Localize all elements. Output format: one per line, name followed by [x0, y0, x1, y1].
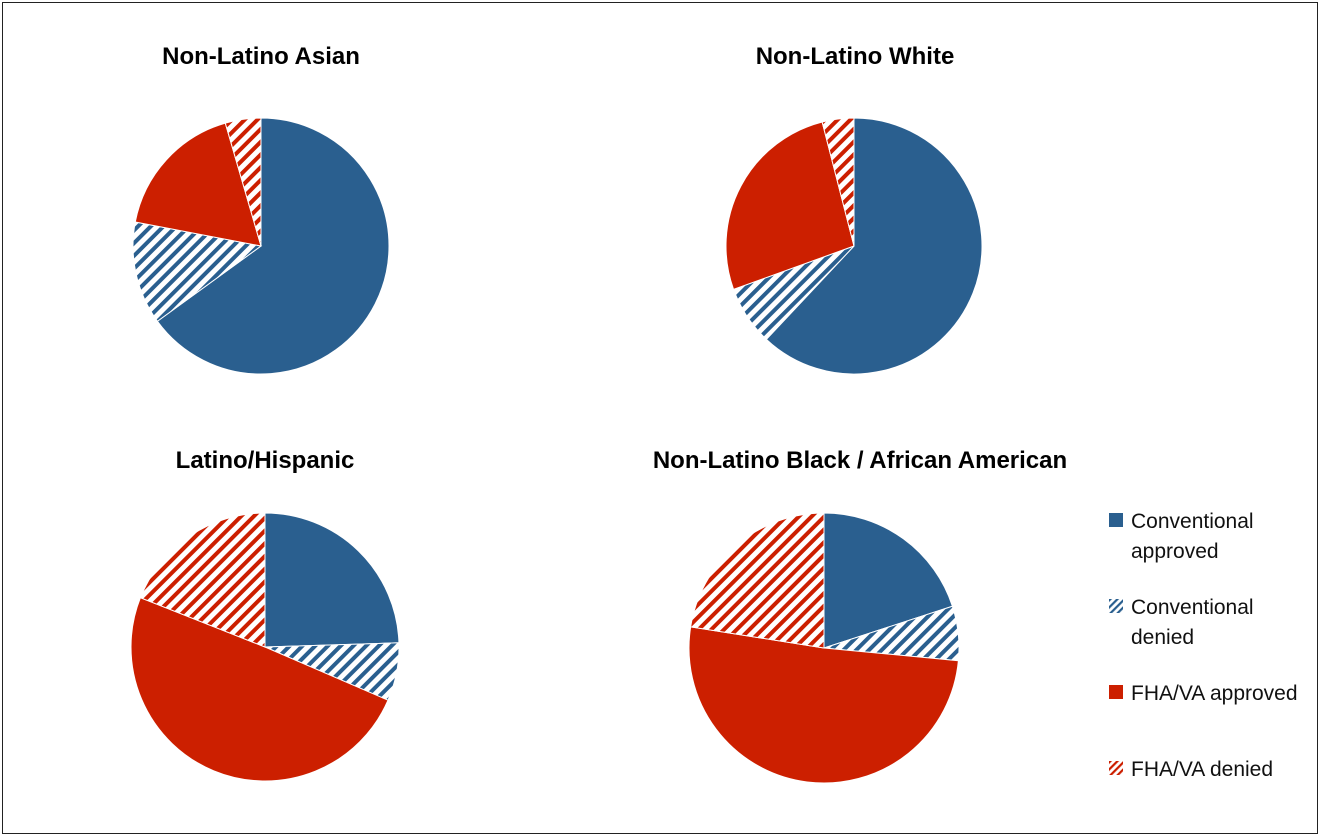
pie-chart-latino-hispanic [130, 512, 400, 782]
pie-chart-non-latino-asian [132, 117, 390, 375]
legend-swatch-fha-va-approved [1109, 685, 1123, 699]
pie-slice-conventional-approved [264, 512, 400, 648]
legend-item-fha-va-approved: FHA/VA approved [1109, 679, 1319, 709]
pie-slice-fha-va-denied [139, 512, 266, 648]
legend-swatch-rect [1109, 761, 1123, 775]
legend-label-conventional-approved: Conventional approved [1131, 510, 1254, 563]
pie-slice-fha-va-denied [821, 117, 855, 247]
legend-label-fha-va-denied: FHA/VA denied [1131, 758, 1274, 781]
legend-swatch-rect [1109, 599, 1123, 613]
legend-swatch-conventional-approved [1109, 513, 1123, 527]
pie-title-non-latino-asian: Non-Latino Asian [162, 43, 360, 70]
pie-slice-fha-va-denied [224, 117, 262, 247]
pie-slice-fha-va-approved [134, 122, 262, 247]
pie-slice-fha-va-approved [688, 626, 959, 784]
pie-slice-conventional-denied [132, 221, 263, 322]
pie-title-non-latino-black: Non-Latino Black / African American [652, 447, 1068, 474]
legend-swatch-conventional-denied [1109, 599, 1123, 613]
pie-slice-conventional-approved [156, 117, 390, 375]
legend-item-fha-va-denied: FHA/VA denied [1109, 755, 1319, 785]
pie-title-latino-hispanic: Latino/Hispanic [175, 447, 355, 474]
pie-slice-fha-va-approved [725, 121, 855, 290]
pie-chart-non-latino-white [725, 117, 983, 375]
legend-item-conventional-denied: Conventional denied [1109, 593, 1319, 653]
pie-slice-fha-va-approved [130, 597, 389, 782]
legend-swatch-rect [1109, 685, 1123, 699]
legend-swatch-fha-va-denied [1109, 761, 1123, 775]
pie-slice-conventional-approved [823, 512, 954, 649]
legend-item-conventional-approved: Conventional approved [1109, 507, 1319, 567]
pie-chart-non-latino-black [688, 512, 960, 784]
pie-slice-conventional-approved [765, 117, 983, 375]
legend-label-fha-va-approved: FHA/VA approved [1131, 682, 1298, 705]
legend-swatch-rect [1109, 513, 1123, 527]
legend-label-conventional-denied: Conventional denied [1131, 596, 1254, 649]
pie-title-non-latino-white: Non-Latino White [755, 43, 955, 70]
pie-slice-fha-va-denied [690, 512, 825, 649]
